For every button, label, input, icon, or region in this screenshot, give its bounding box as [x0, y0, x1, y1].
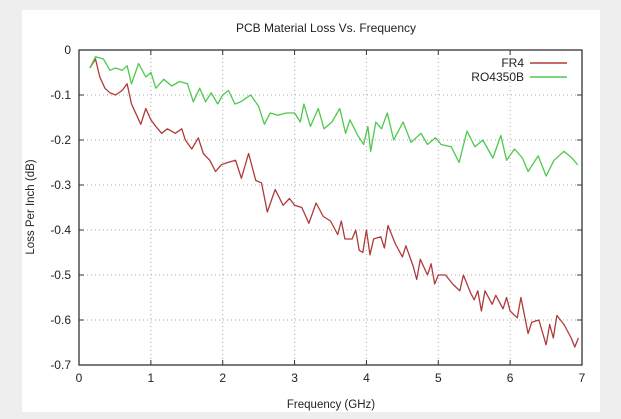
- series-line-fr4: [89, 58, 580, 348]
- x-tick-label: 6: [507, 371, 514, 385]
- x-tick-label: 0: [76, 371, 83, 385]
- y-tick-label: -0.2: [50, 133, 71, 147]
- y-tick-label: 0: [64, 43, 71, 57]
- x-tick-label: 4: [363, 371, 370, 385]
- x-tick-label: 2: [219, 371, 226, 385]
- x-tick-label: 1: [148, 371, 155, 385]
- series-line-ro4350b: [89, 56, 579, 177]
- plot-frame: [78, 49, 583, 366]
- legend: FR4 RO4350B: [471, 56, 567, 84]
- chart-title: PCB Material Loss Vs. Frequency: [236, 21, 416, 35]
- legend-label-fr4: FR4: [501, 56, 524, 70]
- x-tick-label: 7: [579, 371, 586, 385]
- x-tick-label: 3: [291, 371, 298, 385]
- y-tick-label: -0.6: [50, 313, 71, 327]
- y-tick-label: -0.7: [50, 358, 71, 372]
- legend-label-ro4350b: RO4350B: [471, 70, 524, 84]
- y-axis-label: Loss Per Inch (dB): [25, 159, 37, 254]
- y-tick-label: -0.5: [50, 268, 71, 282]
- x-axis-label: Frequency (GHz): [287, 399, 375, 411]
- chart-panel: [22, 10, 600, 412]
- y-tick-label: -0.3: [50, 178, 71, 192]
- x-tick-label: 5: [435, 371, 442, 385]
- y-tick-label: -0.4: [50, 223, 71, 237]
- y-tick-label: -0.1: [50, 88, 71, 102]
